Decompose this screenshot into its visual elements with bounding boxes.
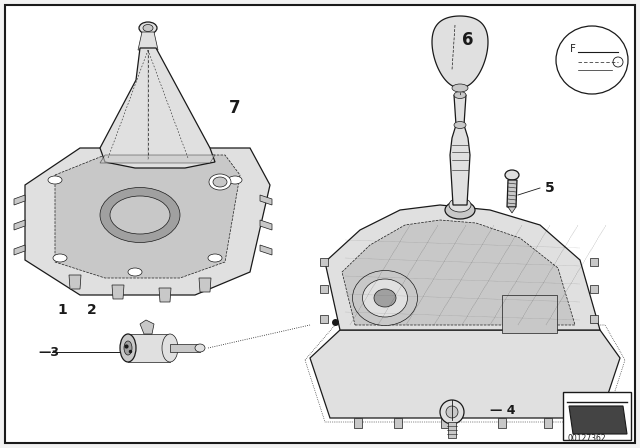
Polygon shape	[140, 320, 154, 334]
Ellipse shape	[449, 198, 471, 212]
Ellipse shape	[48, 176, 62, 184]
Bar	[128, 334, 170, 362]
Ellipse shape	[374, 289, 396, 307]
Bar	[578, 418, 586, 428]
Polygon shape	[260, 195, 272, 205]
Bar	[590, 315, 598, 323]
Polygon shape	[342, 220, 575, 325]
Ellipse shape	[556, 26, 628, 94]
Ellipse shape	[143, 25, 153, 31]
Circle shape	[440, 400, 464, 424]
Polygon shape	[100, 155, 215, 163]
Ellipse shape	[139, 22, 157, 34]
Text: 5: 5	[545, 181, 555, 195]
Bar	[320, 285, 328, 293]
Ellipse shape	[128, 268, 142, 276]
Bar	[590, 258, 598, 266]
Polygon shape	[569, 406, 627, 434]
Polygon shape	[55, 155, 240, 278]
Ellipse shape	[228, 176, 242, 184]
Ellipse shape	[120, 334, 136, 362]
Bar	[590, 285, 598, 293]
Polygon shape	[325, 205, 600, 330]
Ellipse shape	[213, 177, 227, 187]
Bar	[394, 418, 402, 428]
Polygon shape	[432, 16, 488, 88]
Polygon shape	[448, 422, 456, 438]
Bar	[441, 418, 449, 428]
Polygon shape	[508, 207, 516, 213]
Circle shape	[446, 406, 458, 418]
Polygon shape	[159, 288, 171, 302]
Text: —3: —3	[38, 345, 59, 358]
Ellipse shape	[454, 121, 466, 129]
Bar	[544, 418, 552, 428]
Ellipse shape	[454, 91, 466, 99]
Text: 2: 2	[87, 303, 97, 317]
Polygon shape	[14, 245, 25, 255]
Ellipse shape	[124, 341, 132, 355]
Bar	[170, 344, 200, 352]
Ellipse shape	[110, 196, 170, 234]
Polygon shape	[112, 285, 124, 299]
Polygon shape	[310, 330, 620, 418]
Ellipse shape	[100, 188, 180, 242]
Text: F: F	[570, 44, 576, 54]
Ellipse shape	[208, 254, 222, 262]
Bar	[354, 418, 362, 428]
Polygon shape	[25, 148, 270, 295]
Ellipse shape	[353, 271, 417, 326]
Ellipse shape	[53, 254, 67, 262]
FancyBboxPatch shape	[502, 295, 557, 333]
Text: 6: 6	[462, 31, 474, 49]
Polygon shape	[260, 220, 272, 230]
Polygon shape	[69, 275, 81, 289]
Ellipse shape	[162, 334, 178, 362]
Text: — 4: — 4	[490, 404, 515, 417]
Ellipse shape	[505, 170, 519, 180]
Polygon shape	[450, 125, 470, 205]
Ellipse shape	[445, 201, 475, 219]
Bar	[498, 418, 506, 428]
Polygon shape	[14, 195, 25, 205]
Bar	[320, 315, 328, 323]
Polygon shape	[14, 220, 25, 230]
Polygon shape	[507, 180, 517, 207]
Polygon shape	[454, 95, 466, 125]
Polygon shape	[260, 245, 272, 255]
Bar	[320, 258, 328, 266]
Ellipse shape	[195, 344, 205, 352]
Polygon shape	[100, 48, 215, 168]
Polygon shape	[199, 278, 211, 292]
Ellipse shape	[209, 174, 231, 190]
Bar	[563, 392, 631, 440]
Circle shape	[613, 57, 623, 67]
Text: 7: 7	[229, 99, 241, 117]
Polygon shape	[138, 32, 158, 50]
Ellipse shape	[452, 84, 468, 92]
Text: 1: 1	[57, 303, 67, 317]
Text: 00127362: 00127362	[567, 434, 605, 443]
Ellipse shape	[362, 279, 408, 317]
